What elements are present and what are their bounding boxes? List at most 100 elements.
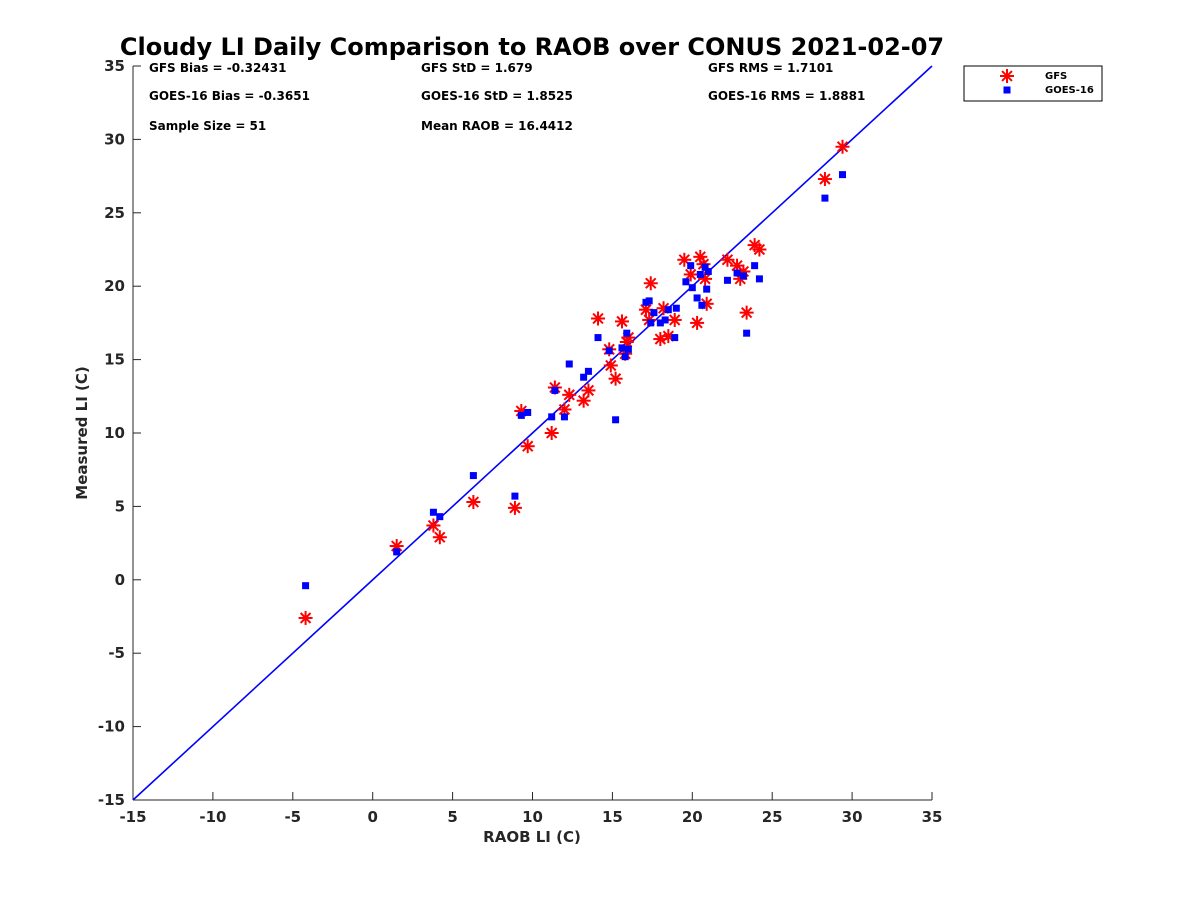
stat-label: Mean RAOB = 16.4412 <box>421 119 573 133</box>
data-point-goes16 <box>511 492 519 500</box>
stats-annotations: GFS Bias = -0.32431 GFS StD = 1.679 GFS RM… <box>149 61 865 133</box>
x-tick-label: -10 <box>199 808 226 826</box>
stat-label: GFS RMS = 1.7101 <box>708 61 833 75</box>
x-axis-label: RAOB LI (C) <box>483 828 581 846</box>
data-point-goes16 <box>656 319 664 327</box>
data-point-goes16 <box>839 171 847 179</box>
stat-label: Sample Size = 51 <box>149 119 266 133</box>
x-tick-label: 10 <box>522 808 543 826</box>
legend-marker-gfs <box>1000 69 1014 83</box>
data-point-goes16 <box>688 284 696 292</box>
stat-label: GFS StD = 1.679 <box>421 61 533 75</box>
data-point-goes16 <box>703 285 711 293</box>
stat-label: GOES-16 RMS = 1.8881 <box>708 89 865 103</box>
data-point-gfs <box>739 305 754 320</box>
data-point-gfs <box>752 242 767 257</box>
data-point-gfs <box>520 439 535 454</box>
y-tick-label: 20 <box>104 277 125 295</box>
x-tick-label: 15 <box>602 808 623 826</box>
data-point-goes16 <box>560 413 568 421</box>
stat-label: GFS Bias = -0.32431 <box>149 61 286 75</box>
data-point-gfs <box>614 314 629 329</box>
data-point-gfs <box>544 426 559 440</box>
data-point-goes16 <box>701 263 709 271</box>
series-gfs <box>298 139 850 625</box>
data-point-goes16 <box>623 329 631 337</box>
legend-box <box>963 65 1103 102</box>
data-point-goes16 <box>594 334 602 342</box>
data-point-gfs <box>562 387 577 402</box>
y-tick-label: -10 <box>98 718 125 736</box>
data-point-goes16 <box>565 360 573 368</box>
data-point-goes16 <box>647 319 655 327</box>
stat-label: GOES-16 StD = 1.8525 <box>421 89 573 103</box>
y-tick-label: 0 <box>115 571 125 589</box>
y-tick-label: 10 <box>104 424 125 442</box>
data-point-goes16 <box>548 413 556 421</box>
data-point-gfs <box>817 172 832 187</box>
data-point-goes16 <box>621 353 629 361</box>
x-tick-label: 30 <box>842 808 863 826</box>
data-point-gfs <box>603 358 618 373</box>
data-point-goes16 <box>661 316 669 324</box>
x-tick-label: 25 <box>762 808 783 826</box>
data-point-goes16 <box>704 268 712 276</box>
x-tick-label: 20 <box>682 808 703 826</box>
data-point-gfs <box>720 252 735 267</box>
y-tick-label: 25 <box>104 204 125 222</box>
data-point-gfs <box>507 500 522 515</box>
data-point-goes16 <box>672 304 680 312</box>
data-point-goes16 <box>605 347 613 355</box>
data-point-goes16 <box>302 582 310 590</box>
data-point-goes16 <box>751 262 759 270</box>
x-tick-label: 35 <box>922 808 943 826</box>
y-tick-label: 15 <box>104 351 125 369</box>
data-point-gfs <box>466 494 481 509</box>
data-point-goes16 <box>743 329 751 337</box>
data-point-goes16 <box>624 345 632 353</box>
data-point-gfs <box>608 371 623 386</box>
data-point-gfs <box>576 393 591 408</box>
data-point-gfs <box>581 383 596 398</box>
legend-marker-goes16 <box>1003 86 1011 94</box>
data-point-goes16 <box>650 309 658 317</box>
data-point-gfs <box>683 267 698 282</box>
chart-title: Cloudy LI Daily Comparison to RAOB over … <box>120 33 944 61</box>
data-point-goes16 <box>618 344 626 352</box>
series-goes-16 <box>302 171 847 590</box>
data-point-goes16 <box>551 386 559 394</box>
data-point-goes16 <box>469 472 477 480</box>
data-point-goes16 <box>693 294 701 302</box>
data-point-gfs <box>432 530 447 545</box>
data-point-goes16 <box>524 408 532 416</box>
data-point-goes16 <box>687 262 695 270</box>
y-tick-label: -15 <box>98 791 125 809</box>
x-tick-label: 5 <box>447 808 457 826</box>
x-tick-label: -5 <box>284 808 301 826</box>
data-point-goes16 <box>612 416 620 424</box>
data-point-goes16 <box>696 270 704 278</box>
data-point-goes16 <box>723 276 731 284</box>
data-point-gfs <box>591 311 606 326</box>
data-point-goes16 <box>645 297 653 305</box>
data-point-goes16 <box>580 373 588 381</box>
one-to-one-line <box>132 65 933 801</box>
data-point-gfs <box>667 312 682 327</box>
y-axis-label: Measured LI (C) <box>73 366 91 499</box>
plot-area: -15 -10 -5 0 5 10 15 20 25 30 35 -15 -10 -5 0 5 10 15 20 25… <box>98 57 943 826</box>
y-tick-label: 30 <box>104 130 125 148</box>
data-point-goes16 <box>755 275 763 283</box>
y-tick-label: 35 <box>104 57 125 75</box>
data-point-goes16 <box>821 194 829 202</box>
y-tick-label: -5 <box>108 644 125 662</box>
data-point-gfs <box>835 139 850 154</box>
legend-entry: GFS <box>1045 71 1067 82</box>
data-point-goes16 <box>517 411 525 419</box>
data-point-goes16 <box>393 548 401 556</box>
data-point-goes16 <box>739 272 747 280</box>
legend: GFS GOES-16 <box>1000 69 1094 96</box>
data-point-goes16 <box>429 508 437 516</box>
data-point-goes16 <box>698 301 706 309</box>
data-point-gfs <box>643 276 658 291</box>
